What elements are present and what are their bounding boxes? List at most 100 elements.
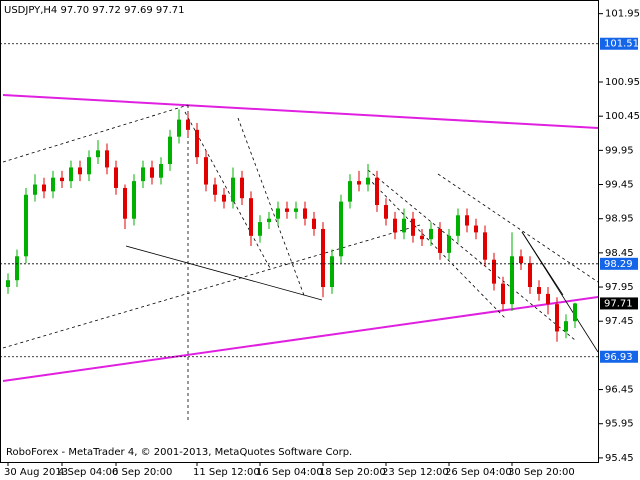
candle-body xyxy=(6,280,10,288)
candle-body xyxy=(276,208,280,219)
y-tick-label: 98.95 xyxy=(605,214,634,225)
candle-body xyxy=(168,136,172,165)
candle-body xyxy=(141,167,145,182)
candle-body xyxy=(348,181,352,202)
candle-body xyxy=(231,177,235,202)
candle-body xyxy=(96,150,100,158)
candle-body xyxy=(474,225,478,233)
candle-body xyxy=(285,208,289,212)
price-level-box xyxy=(600,350,638,363)
candle-body xyxy=(42,184,46,192)
candle-body xyxy=(213,184,217,195)
candle-body xyxy=(150,167,154,178)
candle-body xyxy=(429,228,433,240)
candle-body xyxy=(519,256,523,264)
candle-body xyxy=(555,304,559,332)
candle-body xyxy=(501,283,505,305)
candle-body xyxy=(528,263,532,288)
candle-body xyxy=(438,228,442,253)
y-tick-label: 100.95 xyxy=(605,77,640,88)
y-tick-label: 97.95 xyxy=(605,282,634,293)
y-tick-label: 99.95 xyxy=(605,145,634,156)
candle-body xyxy=(510,256,514,305)
candle-body xyxy=(402,218,406,233)
candle-body xyxy=(240,177,244,199)
candle-body xyxy=(492,259,496,284)
candle-body xyxy=(411,218,415,236)
x-tick-label: 30 Aug 2013 xyxy=(4,467,68,478)
last-price-label: 97.71 xyxy=(604,298,633,309)
candle-body xyxy=(330,256,334,288)
candle-body xyxy=(357,181,361,185)
y-tick-label: 95.95 xyxy=(605,419,634,430)
candle-body xyxy=(114,167,118,188)
trend-lines xyxy=(2,94,599,420)
candle-body xyxy=(159,164,163,178)
dashed-line xyxy=(437,173,599,283)
candle-body xyxy=(15,256,19,281)
candle-body xyxy=(132,181,136,219)
candle-body xyxy=(483,232,487,260)
x-tick-label: 11 Sep 12:00 xyxy=(193,467,260,478)
candle-body xyxy=(24,194,28,257)
candle-body xyxy=(312,218,316,229)
candle-body xyxy=(303,208,307,219)
price-level-label: 96.93 xyxy=(604,352,633,363)
x-tick-label: 18 Sep 20:00 xyxy=(319,467,386,478)
candle-body xyxy=(366,177,370,185)
y-tick-label: 97.45 xyxy=(605,316,634,327)
candle-body xyxy=(294,208,298,212)
y-tick-label: 101.95 xyxy=(605,9,640,20)
candle-body xyxy=(393,218,397,233)
trend-line xyxy=(2,94,599,129)
dashed-line xyxy=(367,177,506,319)
candle-body xyxy=(339,201,343,257)
candle-body xyxy=(195,129,199,158)
x-tick-label: 6 Sep 20:00 xyxy=(112,467,172,478)
dashed-line xyxy=(2,104,189,163)
candle-body xyxy=(564,321,568,332)
plot-frame xyxy=(0,0,599,463)
candle-body xyxy=(222,194,226,202)
candle-body xyxy=(105,150,109,168)
candle-body xyxy=(51,177,55,192)
price-level-box xyxy=(600,37,638,50)
chart-title: USDJPY,H4 97.70 97.72 97.69 97.71 xyxy=(4,5,185,16)
candle-body xyxy=(447,235,451,253)
candle-body xyxy=(78,167,82,175)
candle-body xyxy=(186,119,190,130)
x-tick-label: 4 Sep 04:00 xyxy=(58,467,118,478)
candle-body xyxy=(465,215,469,226)
y-tick-label: 99.45 xyxy=(605,180,634,191)
candle-body xyxy=(69,167,73,182)
candle-body xyxy=(375,177,379,206)
candle-body xyxy=(177,119,181,137)
x-tick-label: 16 Sep 04:00 xyxy=(256,467,323,478)
solid-line xyxy=(125,245,323,301)
price-level-label: 101.51 xyxy=(604,39,639,50)
solid-line xyxy=(521,231,564,296)
footer: RoboForex - MetaTrader 4, © 2001-2013, M… xyxy=(6,447,352,458)
candle-body xyxy=(33,184,37,195)
candle-body xyxy=(267,218,271,223)
candle-body xyxy=(60,177,64,182)
y-tick-label: 95.45 xyxy=(605,453,634,464)
candle-body xyxy=(546,293,550,305)
candle-body xyxy=(384,205,388,219)
x-tick-label: 26 Sep 04:00 xyxy=(445,467,512,478)
candle-body xyxy=(204,157,208,185)
candle-body xyxy=(456,215,460,236)
dashed-line xyxy=(2,224,421,349)
y-tick-label: 100.45 xyxy=(605,111,640,122)
trend-line xyxy=(2,296,599,382)
x-tick-label: 30 Sep 20:00 xyxy=(508,467,575,478)
dashed-line xyxy=(237,117,306,299)
price-level-label: 98.29 xyxy=(604,259,633,270)
dashed-line xyxy=(367,169,576,341)
candle-body xyxy=(573,303,577,322)
candle-body xyxy=(258,222,262,236)
candle-body xyxy=(249,198,253,236)
candle-body xyxy=(420,235,424,240)
price-level-box xyxy=(600,257,638,270)
